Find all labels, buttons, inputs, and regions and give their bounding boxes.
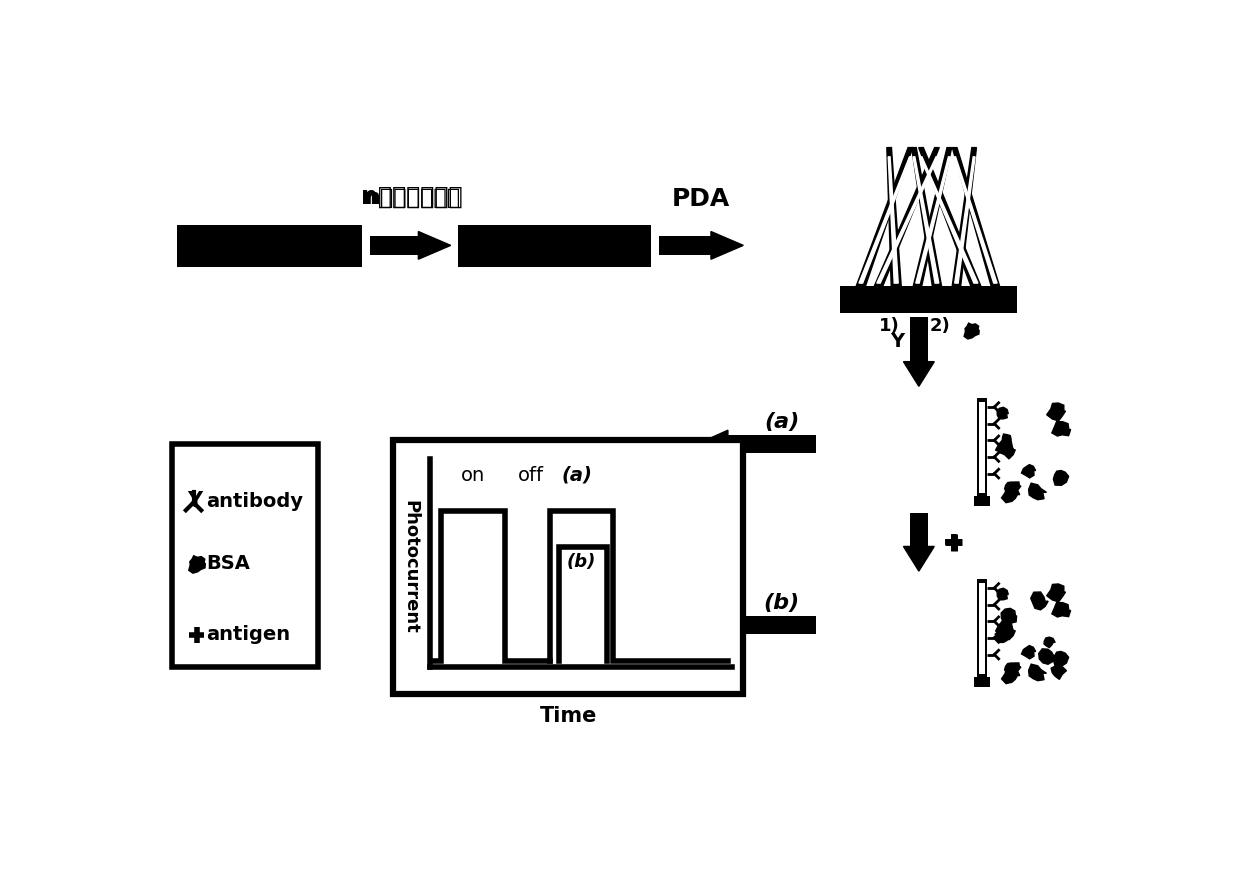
Text: (b): (b) bbox=[567, 553, 596, 571]
Polygon shape bbox=[1009, 663, 1021, 673]
Polygon shape bbox=[955, 157, 975, 283]
Bar bbox=[977, 579, 987, 677]
Text: n型半导体材料: n型半导体材料 bbox=[361, 184, 463, 209]
Polygon shape bbox=[997, 407, 1008, 419]
Bar bbox=[172, 444, 319, 667]
Polygon shape bbox=[188, 556, 206, 574]
Polygon shape bbox=[1002, 487, 1019, 503]
Polygon shape bbox=[996, 438, 1012, 453]
Polygon shape bbox=[1022, 645, 1035, 659]
Polygon shape bbox=[1047, 403, 1065, 421]
Polygon shape bbox=[1009, 482, 1021, 492]
Polygon shape bbox=[1052, 661, 1066, 680]
Polygon shape bbox=[888, 157, 898, 283]
Bar bbox=[978, 582, 985, 674]
Polygon shape bbox=[697, 611, 728, 638]
Bar bbox=[393, 440, 743, 695]
Polygon shape bbox=[1002, 668, 1019, 684]
Text: 2): 2) bbox=[930, 317, 951, 335]
Polygon shape bbox=[911, 147, 941, 286]
Polygon shape bbox=[1029, 664, 1047, 681]
Polygon shape bbox=[874, 147, 939, 286]
Text: Y: Y bbox=[187, 491, 202, 511]
Text: antibody: antibody bbox=[207, 491, 304, 510]
Polygon shape bbox=[954, 157, 997, 283]
Bar bbox=[977, 398, 987, 496]
Text: Y: Y bbox=[890, 332, 904, 352]
Bar bbox=[728, 435, 816, 453]
Text: (b): (b) bbox=[764, 594, 800, 613]
Bar bbox=[978, 402, 985, 493]
Polygon shape bbox=[887, 147, 901, 286]
Bar bbox=[459, 225, 651, 267]
Polygon shape bbox=[996, 631, 1009, 643]
Polygon shape bbox=[711, 232, 743, 260]
Polygon shape bbox=[1001, 609, 1017, 624]
Polygon shape bbox=[913, 157, 939, 283]
Polygon shape bbox=[996, 619, 1012, 634]
Polygon shape bbox=[916, 157, 950, 283]
Polygon shape bbox=[877, 157, 937, 283]
Polygon shape bbox=[963, 323, 980, 339]
Polygon shape bbox=[1002, 615, 1011, 624]
Polygon shape bbox=[697, 431, 728, 458]
Polygon shape bbox=[952, 147, 999, 286]
Polygon shape bbox=[1052, 602, 1070, 617]
Polygon shape bbox=[920, 157, 978, 283]
Polygon shape bbox=[418, 232, 450, 260]
Polygon shape bbox=[859, 157, 911, 283]
Polygon shape bbox=[1030, 592, 1048, 610]
Bar bbox=[975, 496, 990, 506]
Text: Photocurrent: Photocurrent bbox=[401, 501, 419, 634]
Bar bbox=[910, 513, 928, 546]
Text: antigen: antigen bbox=[207, 625, 290, 645]
Text: (a): (a) bbox=[764, 412, 800, 432]
Polygon shape bbox=[1054, 652, 1069, 667]
Bar bbox=[910, 317, 928, 361]
Text: (a): (a) bbox=[562, 466, 591, 485]
Polygon shape bbox=[1039, 649, 1054, 664]
Polygon shape bbox=[856, 147, 913, 286]
Polygon shape bbox=[913, 147, 951, 286]
Polygon shape bbox=[904, 361, 934, 386]
Text: PDA: PDA bbox=[672, 187, 730, 210]
Text: BSA: BSA bbox=[207, 554, 250, 573]
Polygon shape bbox=[1052, 422, 1070, 436]
Polygon shape bbox=[1029, 483, 1047, 500]
Polygon shape bbox=[999, 440, 1016, 459]
Polygon shape bbox=[919, 147, 981, 286]
Polygon shape bbox=[1054, 470, 1069, 485]
Polygon shape bbox=[1004, 663, 1016, 674]
Polygon shape bbox=[1044, 638, 1055, 647]
Polygon shape bbox=[1004, 482, 1016, 493]
Polygon shape bbox=[997, 588, 1008, 600]
Bar bbox=[975, 677, 990, 687]
Bar bbox=[728, 616, 816, 634]
Text: n型半导体材料: n型半导体材料 bbox=[365, 189, 460, 209]
Polygon shape bbox=[952, 147, 976, 286]
Polygon shape bbox=[1047, 584, 1065, 602]
Polygon shape bbox=[1002, 434, 1011, 443]
Bar bbox=[839, 286, 1017, 313]
Bar bbox=[370, 236, 418, 254]
Text: Time: Time bbox=[539, 706, 596, 726]
Bar bbox=[177, 225, 362, 267]
Polygon shape bbox=[904, 546, 934, 571]
Bar bbox=[658, 236, 711, 254]
Polygon shape bbox=[1022, 465, 1035, 478]
Text: off: off bbox=[518, 466, 544, 485]
Polygon shape bbox=[999, 622, 1016, 640]
Text: 1): 1) bbox=[879, 317, 900, 335]
Text: on: on bbox=[461, 466, 485, 485]
